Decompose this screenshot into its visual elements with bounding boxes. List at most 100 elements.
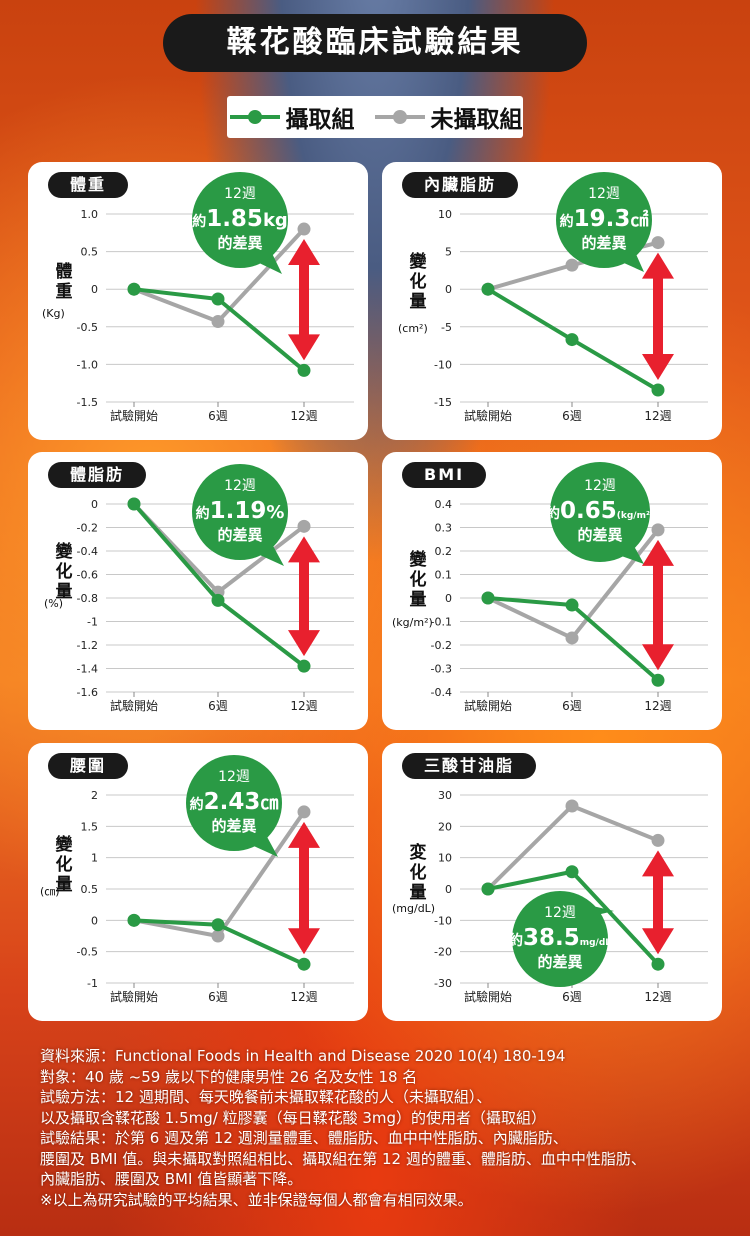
data-point-treated — [481, 882, 495, 896]
x-tick-label: 試驗開始 — [464, 989, 512, 1004]
y-tick-label: 1 — [91, 852, 98, 865]
legend-item-treated: 攝取組 — [228, 100, 355, 134]
x-tick-label: 試驗開始 — [110, 408, 158, 423]
y-axis-label: 變化量 — [409, 252, 427, 312]
bubble-value: 約1.85kg — [192, 206, 288, 232]
difference-arrow — [642, 850, 674, 955]
y-tick-label: -0.2 — [77, 522, 98, 535]
chart-panel-body-fat: 體脂肪 變化量 (%) 0 -0.2 -0.4 -0.6 -0.8 -1 -1.2 -1.4 -1.6… — [28, 452, 368, 730]
y-tick-label: 20 — [438, 820, 452, 833]
y-tick-label: -1.0 — [77, 358, 98, 371]
chart-svg: 0 -0.2 -0.4 -0.6 -0.8 -1 -1.2 -1.4 -1.6 試驗開始 6週 12週… — [77, 464, 354, 713]
data-point-treated — [651, 383, 665, 397]
bubble-caption: 的差異 — [217, 234, 262, 252]
y-axis-unit: (mg/dL) — [392, 902, 436, 915]
x-tick-label: 6週 — [562, 699, 582, 713]
data-point-treated — [651, 673, 665, 687]
y-tick-label: -5 — [441, 321, 452, 334]
y-tick-label: -1.5 — [77, 396, 98, 409]
legend: 攝取組 未攝取組 — [227, 96, 523, 138]
x-tick-label: 12週 — [290, 409, 317, 423]
panel-title: 腰圍 — [48, 753, 129, 779]
y-tick-label: 0.5 — [81, 883, 99, 896]
data-point-treated — [211, 292, 225, 306]
y-axis-unit: (Kg) — [42, 307, 65, 320]
bubble-week: 12週 — [544, 905, 576, 921]
legend-label-treated: 攝取組 — [285, 107, 355, 133]
legend-marker-control — [374, 110, 425, 124]
y-tick-label: 0 — [445, 592, 452, 605]
y-tick-label: 0.1 — [435, 569, 453, 582]
y-tick-label: -0.3 — [431, 663, 452, 676]
panel-title: 三酸甘油脂 — [402, 753, 537, 779]
y-tick-label: 10 — [438, 852, 452, 865]
legend-marker-treated — [229, 110, 280, 124]
data-point-treated — [297, 363, 311, 377]
x-tick-label: 12週 — [644, 699, 671, 713]
bubble-caption: 的差異 — [577, 526, 622, 544]
y-tick-label: -1.2 — [77, 639, 98, 652]
data-point-treated — [481, 591, 495, 605]
x-tick-label: 試驗開始 — [464, 698, 512, 713]
y-tick-label: -0.4 — [77, 545, 98, 558]
x-tick-label: 試驗開始 — [110, 989, 158, 1004]
bubble-week: 12週 — [588, 186, 620, 202]
source-line: 以及攝取含鞣花酸 1.5mg/ 粒膠囊（每日鞣花酸 3mg）的使用者（攝取組） — [40, 1108, 547, 1127]
x-tick-label: 6週 — [562, 409, 582, 423]
y-tick-label: 0 — [91, 914, 98, 927]
y-axis-label: 體重 — [55, 262, 73, 302]
y-tick-label: -0.5 — [77, 321, 98, 334]
y-axis-unit: (kg/m²) — [392, 616, 433, 629]
difference-arrow — [642, 252, 674, 380]
bubble-value: 約0.65(kg/m²) — [546, 498, 654, 524]
x-tick-label: 12週 — [644, 409, 671, 423]
data-point-treated — [297, 659, 311, 673]
y-tick-label: 1.5 — [81, 820, 99, 833]
y-tick-label: -1.6 — [77, 686, 98, 699]
y-tick-label: -0.6 — [77, 569, 98, 582]
bubble-value: 約2.43㎝ — [190, 789, 279, 815]
data-point-control — [297, 519, 311, 533]
y-tick-label: -0.8 — [77, 592, 98, 605]
y-axis-unit: (cm²) — [398, 322, 428, 335]
y-axis-unit: (%) — [44, 597, 64, 610]
bubble-value: 約1.19% — [196, 498, 285, 524]
chart-panel-triglycerides: 三酸甘油脂 変化量 (mg/dL) 30 20 10 0 -10 -20 -30 試驗開始 6週 12週… — [382, 743, 722, 1021]
y-tick-label: 5 — [445, 246, 452, 259]
legend-label-control: 未攝取組 — [430, 107, 523, 133]
data-point-control — [651, 236, 665, 250]
source-line: 試驗方法：12 週期間、每天晚餐前未攝取鞣花酸的人（未攝取組）、 — [40, 1088, 492, 1106]
data-point-control — [297, 805, 311, 819]
y-tick-label: -0.5 — [77, 946, 98, 959]
y-tick-label: 1.0 — [81, 208, 99, 221]
chart-panel-waist: 腰圍 變化量 (㎝) 2 1.5 1 0.5 0 -0.5 -1 試驗開始 6週 12週 12週 約2.43… — [28, 743, 368, 1021]
data-point-treated — [211, 593, 225, 607]
bubble-caption: 的差異 — [537, 953, 582, 971]
y-axis-unit: (㎝) — [40, 885, 60, 898]
data-point-control — [211, 929, 225, 943]
bubble-week: 12週 — [224, 186, 256, 202]
source-line: 腰圍及 BMI 值。與未攝取對照組相比、攝取組在第 12 週的體重、體脂肪、血中… — [40, 1149, 646, 1168]
difference-arrow — [642, 539, 674, 671]
y-tick-label: -30 — [434, 977, 452, 990]
data-point-control — [211, 315, 225, 329]
data-point-treated — [127, 497, 141, 511]
y-tick-label: -15 — [434, 396, 452, 409]
y-tick-label: 2 — [91, 789, 98, 802]
y-tick-label: -0.2 — [431, 639, 452, 652]
y-tick-label: -20 — [434, 946, 452, 959]
data-point-control — [651, 523, 665, 537]
y-tick-label: 0.4 — [435, 498, 453, 511]
chart-panel-weight: 體重 體重 (Kg) 1.0 0.5 0 -0.5 -1.0 -1.5 試驗開始 6週 12週 12週約… — [28, 162, 368, 440]
y-tick-label: 30 — [438, 789, 452, 802]
data-point-treated — [481, 282, 495, 296]
